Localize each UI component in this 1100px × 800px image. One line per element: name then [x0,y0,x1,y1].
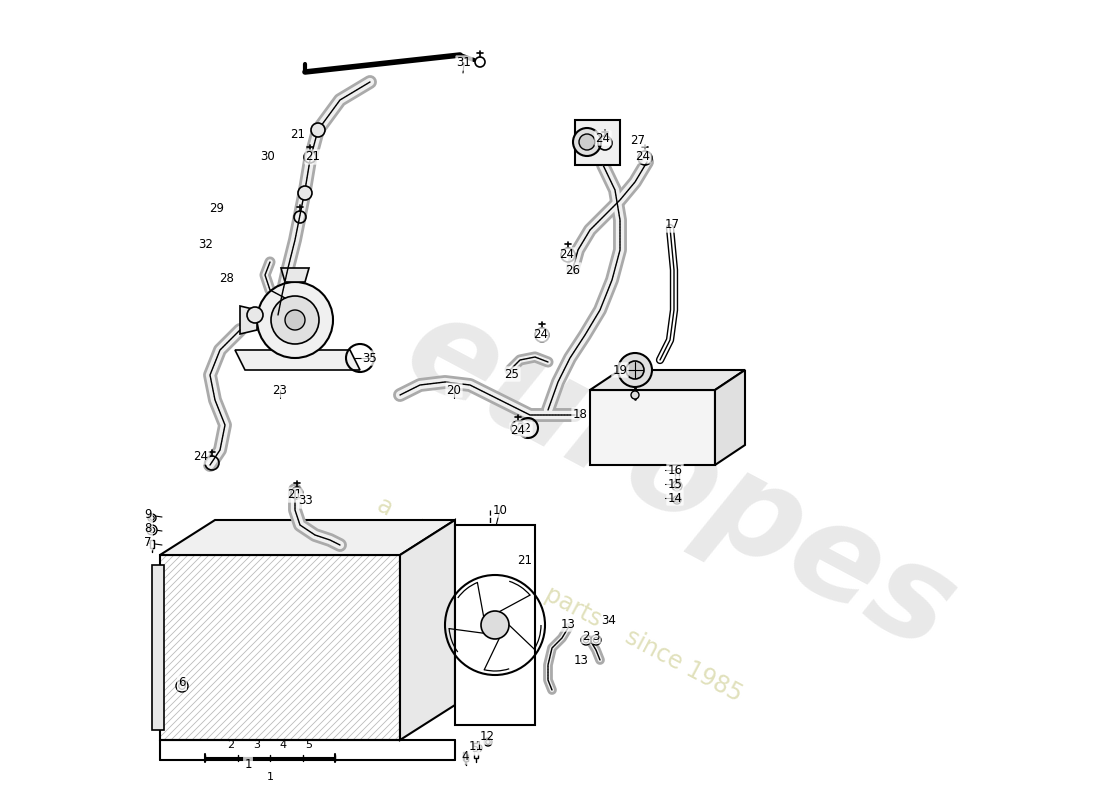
Text: europes: europes [385,282,976,678]
Text: 18: 18 [573,409,587,422]
Circle shape [631,391,639,399]
Text: 4: 4 [279,740,287,750]
Text: 23: 23 [273,383,287,397]
Circle shape [474,744,482,752]
Circle shape [481,611,509,639]
Text: 22: 22 [517,422,531,434]
Circle shape [147,525,157,535]
Text: 19: 19 [613,363,627,377]
Circle shape [257,282,333,358]
Circle shape [583,638,588,642]
Text: 11: 11 [469,741,484,754]
Bar [473,742,477,750]
Polygon shape [160,520,455,555]
Circle shape [150,527,155,533]
Bar [590,390,715,465]
Circle shape [148,514,156,522]
Circle shape [579,134,595,150]
Text: 2: 2 [582,630,590,642]
Circle shape [673,496,681,504]
Polygon shape [240,306,257,334]
Text: 31: 31 [456,57,472,70]
Text: 16: 16 [668,463,682,477]
Text: 10: 10 [493,503,507,517]
Circle shape [486,740,491,744]
Text: 5: 5 [306,740,312,750]
Circle shape [150,516,154,520]
Text: 26: 26 [565,263,581,277]
Bar [464,753,468,761]
Circle shape [311,123,324,137]
Text: 3: 3 [592,630,600,642]
Circle shape [581,635,591,645]
Polygon shape [575,120,620,165]
Text: 30: 30 [261,150,275,162]
Text: 28: 28 [220,271,234,285]
Circle shape [271,296,319,344]
Text: 34: 34 [602,614,616,627]
Text: 9: 9 [144,509,152,522]
Text: 14: 14 [668,491,682,505]
Bar [152,565,164,730]
Text: 21: 21 [517,554,532,566]
Text: 35: 35 [363,351,377,365]
Text: 7: 7 [144,537,152,550]
Text: 12: 12 [480,730,495,743]
Circle shape [298,186,312,200]
Circle shape [248,307,263,323]
Circle shape [674,498,679,502]
Polygon shape [590,370,745,390]
Polygon shape [400,520,455,740]
Text: 21: 21 [287,489,303,502]
Text: 8: 8 [144,522,152,535]
Circle shape [674,483,680,489]
Text: 29: 29 [209,202,224,215]
Text: 24: 24 [194,450,209,463]
Text: 24: 24 [534,329,549,342]
Text: 4: 4 [461,750,469,763]
Circle shape [176,680,188,692]
Text: 21: 21 [306,150,320,163]
Bar [474,750,478,758]
Circle shape [573,128,601,156]
Circle shape [484,738,492,746]
Text: 17: 17 [664,218,680,231]
Text: 24: 24 [595,131,610,145]
Text: 1: 1 [244,758,252,770]
Circle shape [593,638,598,642]
Text: 24: 24 [560,249,574,262]
Text: 3: 3 [253,740,261,750]
Circle shape [672,481,682,491]
Text: 33: 33 [298,494,314,507]
Text: 24: 24 [636,150,650,162]
Circle shape [591,635,601,645]
Polygon shape [235,350,360,370]
Circle shape [626,361,644,379]
Circle shape [476,746,481,750]
Text: 13: 13 [573,654,588,666]
Text: 27: 27 [630,134,646,146]
Bar [150,540,154,548]
Text: 5: 5 [471,742,478,754]
Text: 1: 1 [266,772,274,782]
Circle shape [618,353,652,387]
Text: 24: 24 [510,423,526,437]
Text: 32: 32 [199,238,213,250]
Bar [455,525,535,725]
Circle shape [285,310,305,330]
Text: 15: 15 [668,478,682,490]
Circle shape [178,682,185,690]
Polygon shape [280,268,309,282]
Bar [675,472,679,480]
Bar [160,555,400,740]
Text: 25: 25 [505,367,519,381]
Text: 2: 2 [228,740,234,750]
Text: a    your    for    parts    since 1985: a your for parts since 1985 [373,493,747,707]
Bar [463,752,467,760]
Polygon shape [715,370,745,465]
Text: 21: 21 [290,129,306,142]
Text: 13: 13 [561,618,575,630]
Text: 20: 20 [447,383,461,397]
Text: 6: 6 [178,677,186,690]
